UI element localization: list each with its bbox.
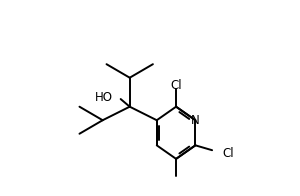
- Text: Cl: Cl: [223, 147, 234, 160]
- Text: HO: HO: [95, 91, 113, 103]
- Text: N: N: [191, 114, 200, 127]
- Text: Cl: Cl: [170, 79, 182, 92]
